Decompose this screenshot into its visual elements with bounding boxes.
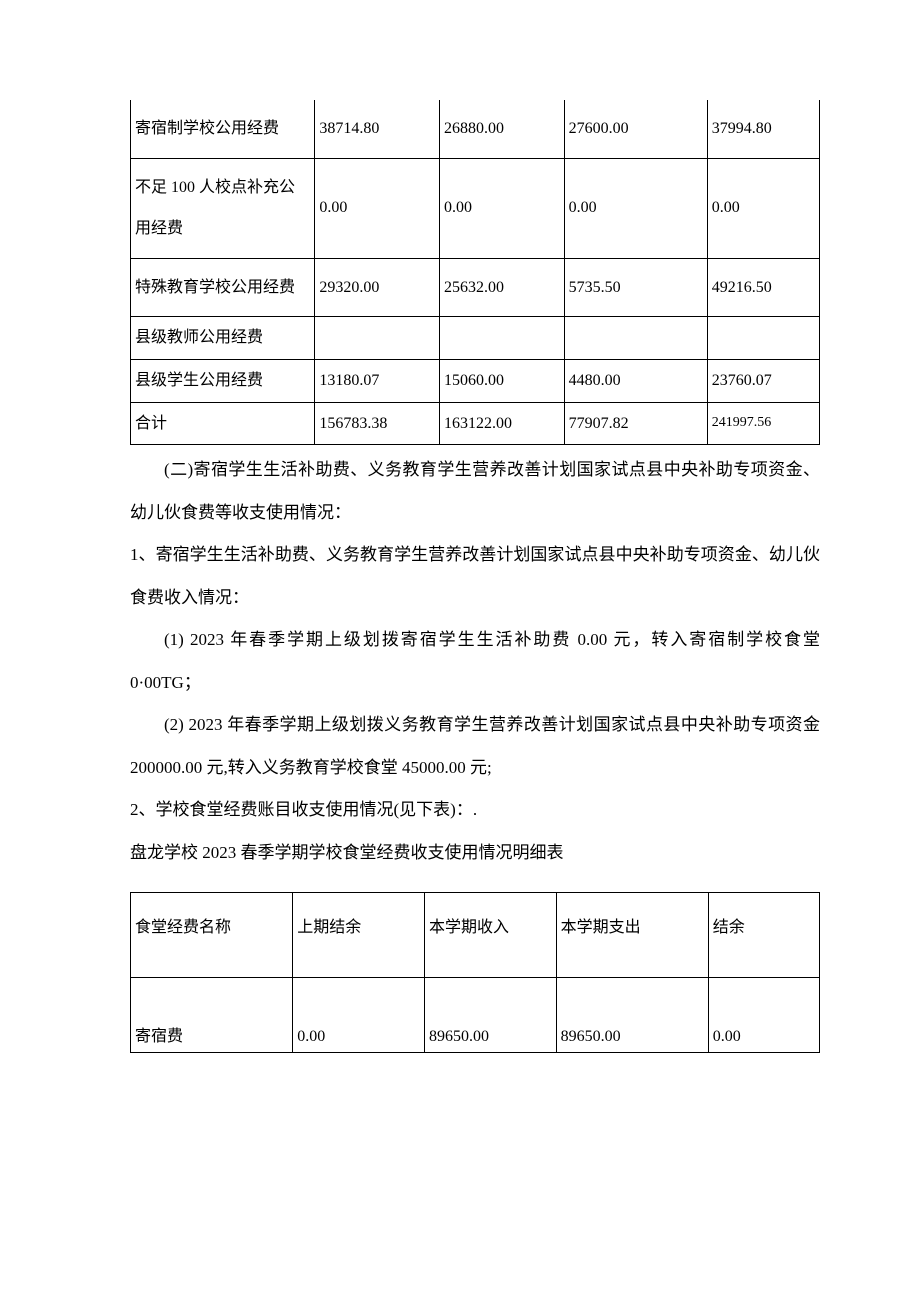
table-row: 特殊教育学校公用经费 29320.00 25632.00 5735.50 492… [131, 258, 820, 317]
table-row: 寄宿费 0.00 89650.00 89650.00 0.00 [131, 978, 820, 1053]
cell: 27600.00 [564, 100, 707, 158]
cell [315, 317, 440, 360]
cell: 0.00 [707, 158, 819, 258]
col-header: 本学期收入 [424, 893, 556, 978]
cell: 0.00 [293, 978, 425, 1053]
paragraph: (1) 2023 年春季学期上级划拨寄宿学生生活补助费 0.00 元，转入寄宿制… [130, 619, 820, 704]
cell: 241997.56 [707, 402, 819, 445]
row-label: 特殊教育学校公用经费 [131, 258, 315, 317]
row-label: 不足 100 人校点补充公用经费 [131, 158, 315, 258]
body-text: (二)寄宿学生生活补助费、义务教育学生营养改善计划国家试点县中央补助专项资金、幼… [130, 449, 820, 874]
cell: 25632.00 [439, 258, 564, 317]
cell: 38714.80 [315, 100, 440, 158]
cell: 89650.00 [424, 978, 556, 1053]
cell: 0.00 [439, 158, 564, 258]
cell: 89650.00 [556, 978, 708, 1053]
cell: 5735.50 [564, 258, 707, 317]
paragraph: 盘龙学校 2023 春季学期学校食堂经费收支使用情况明细表 [130, 832, 820, 875]
cell: 49216.50 [707, 258, 819, 317]
cell: 0.00 [315, 158, 440, 258]
table-row: 县级学生公用经费 13180.07 15060.00 4480.00 23760… [131, 359, 820, 402]
cell: 13180.07 [315, 359, 440, 402]
row-label: 县级学生公用经费 [131, 359, 315, 402]
cell: 0.00 [708, 978, 819, 1053]
col-header: 食堂经费名称 [131, 893, 293, 978]
col-header: 结余 [708, 893, 819, 978]
cell: 156783.38 [315, 402, 440, 445]
table-row: 县级教师公用经费 [131, 317, 820, 360]
table-header-row: 食堂经费名称 上期结余 本学期收入 本学期支出 结余 [131, 893, 820, 978]
table-row: 寄宿制学校公用经费 38714.80 26880.00 27600.00 379… [131, 100, 820, 158]
col-header: 上期结余 [293, 893, 425, 978]
cell [439, 317, 564, 360]
cell: 0.00 [564, 158, 707, 258]
cell: 77907.82 [564, 402, 707, 445]
paragraph: (2) 2023 年春季学期上级划拨义务教育学生营养改善计划国家试点县中央补助专… [130, 704, 820, 789]
canteen-table: 食堂经费名称 上期结余 本学期收入 本学期支出 结余 寄宿费 0.00 8965… [130, 892, 820, 1053]
cell: 15060.00 [439, 359, 564, 402]
cell: 23760.07 [707, 359, 819, 402]
row-label: 寄宿费 [131, 978, 293, 1053]
col-header: 本学期支出 [556, 893, 708, 978]
table-row-total: 合计 156783.38 163122.00 77907.82 241997.5… [131, 402, 820, 445]
expense-table-body: 寄宿制学校公用经费 38714.80 26880.00 27600.00 379… [131, 100, 820, 445]
cell [707, 317, 819, 360]
cell [564, 317, 707, 360]
cell: 26880.00 [439, 100, 564, 158]
row-label: 县级教师公用经费 [131, 317, 315, 360]
row-label: 寄宿制学校公用经费 [131, 100, 315, 158]
paragraph: 1、寄宿学生生活补助费、义务教育学生营养改善计划国家试点县中央补助专项资金、幼儿… [130, 534, 820, 619]
cell: 37994.80 [707, 100, 819, 158]
row-label: 合计 [131, 402, 315, 445]
cell: 29320.00 [315, 258, 440, 317]
cell: 163122.00 [439, 402, 564, 445]
paragraph: 2、学校食堂经费账目收支使用情况(见下表)：. [130, 789, 820, 832]
expense-table: 寄宿制学校公用经费 38714.80 26880.00 27600.00 379… [130, 100, 820, 445]
cell: 4480.00 [564, 359, 707, 402]
table-row: 不足 100 人校点补充公用经费 0.00 0.00 0.00 0.00 [131, 158, 820, 258]
paragraph: (二)寄宿学生生活补助费、义务教育学生营养改善计划国家试点县中央补助专项资金、幼… [130, 449, 820, 534]
